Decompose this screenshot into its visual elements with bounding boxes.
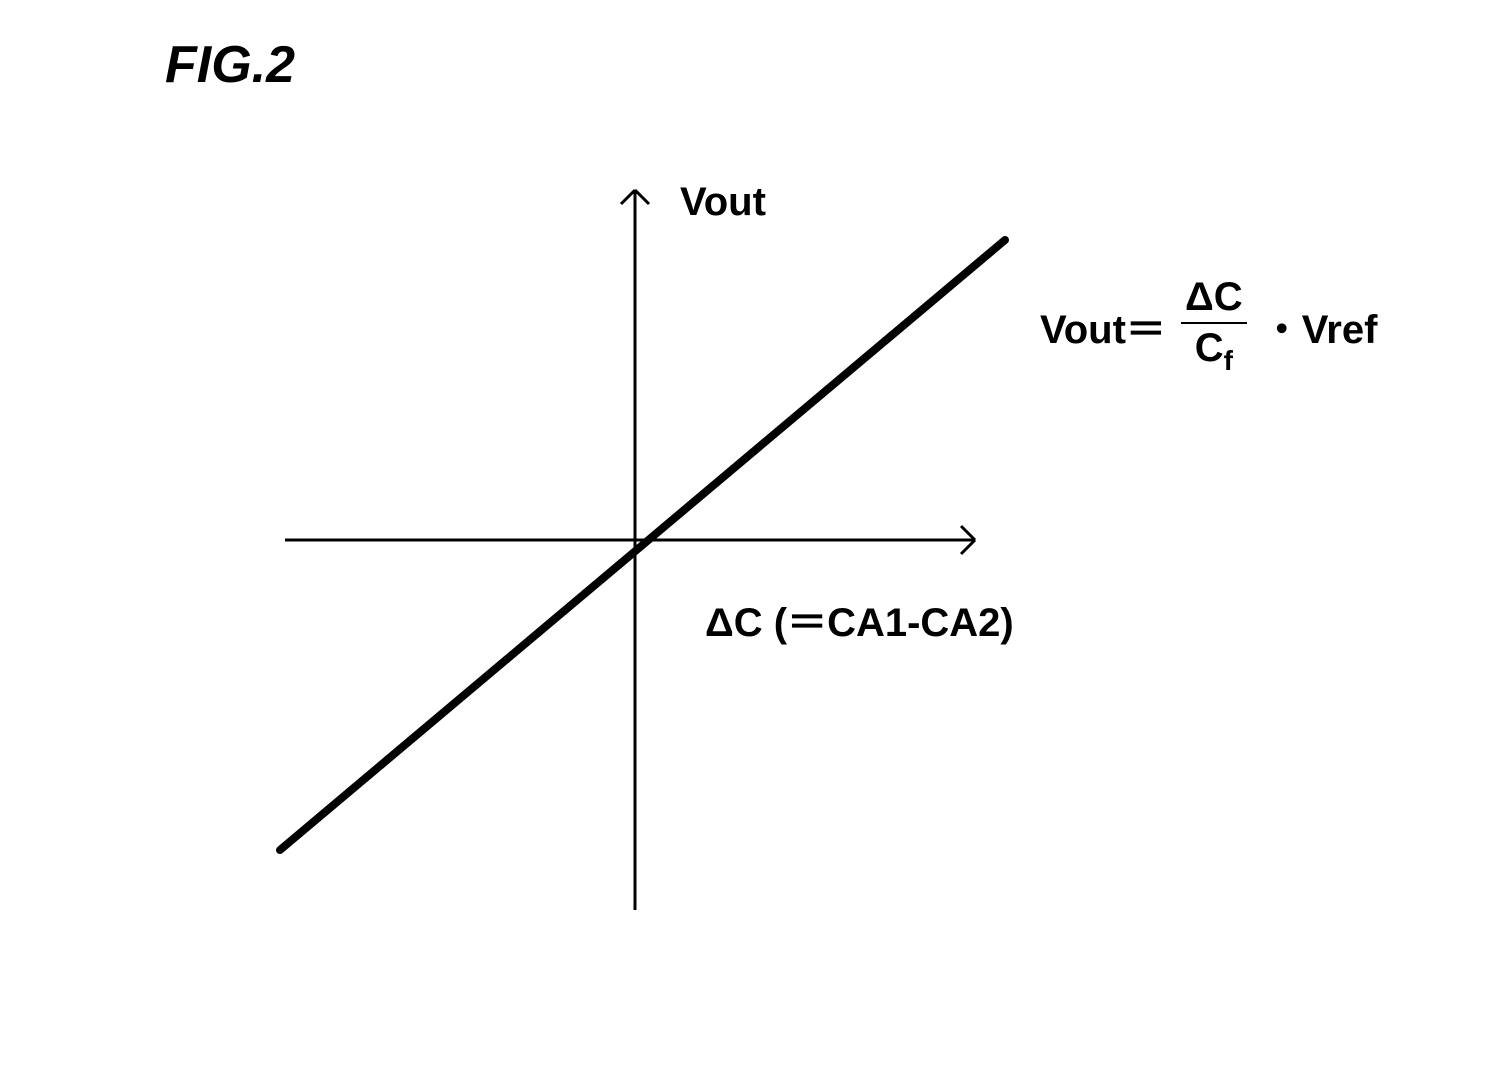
equation-right: ・Vref — [1262, 297, 1378, 355]
y-axis-label: Vout — [680, 180, 766, 225]
fraction-denominator: Cf — [1181, 324, 1247, 377]
fraction-den-sub: f — [1224, 345, 1233, 376]
fraction-numerator: ΔC — [1181, 275, 1247, 324]
equation-fraction: ΔC Cf — [1181, 275, 1247, 377]
chart-container — [175, 170, 1075, 955]
x-axis-label: ΔC (＝CA1-CA2) — [705, 590, 1014, 648]
fraction-den-base: C — [1195, 326, 1224, 370]
equation-label: Vout＝ ΔC Cf ・Vref — [1040, 275, 1377, 377]
equation-left: Vout＝ — [1040, 297, 1166, 355]
figure-title: FIG.2 — [165, 35, 295, 95]
chart-svg — [175, 170, 1075, 950]
